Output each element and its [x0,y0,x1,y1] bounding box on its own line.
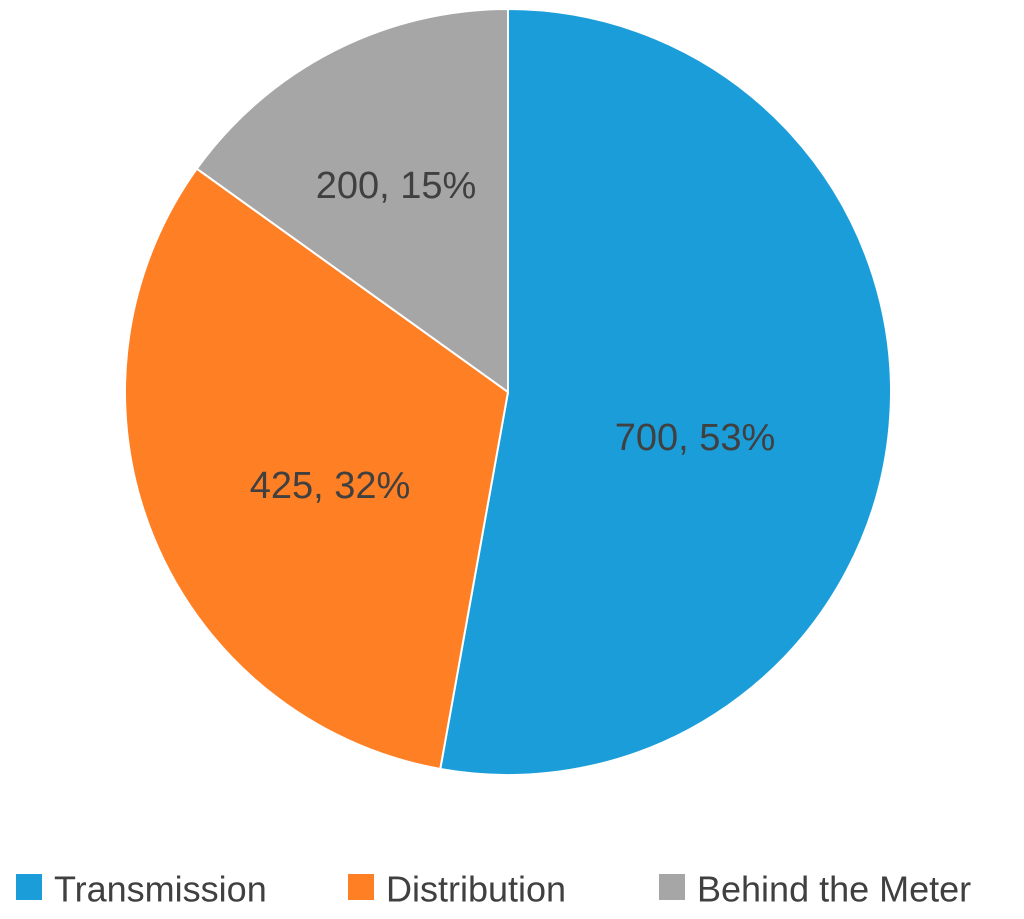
pie-slice-distribution [124,167,510,771]
legend-swatch [16,874,42,900]
legend-label: Transmission [54,869,267,910]
legend-item-distribution: Distribution [348,869,566,910]
data-label-transmission: 700, 53% [615,417,776,459]
legend-label: Behind the Meter [697,869,971,910]
legend: Transmission Distribution Behind the Meter [16,869,971,910]
pie-slices [124,7,892,776]
data-label-behind-the-meter: 200, 15% [316,165,477,207]
legend-swatch [659,874,685,900]
pie-slice-behind-the-meter [195,7,509,394]
pie-slice-transmission [439,7,892,776]
legend-label: Distribution [386,869,566,910]
legend-item-transmission: Transmission [16,869,267,910]
data-label-distribution: 425, 32% [250,465,411,507]
legend-item-behind-the-meter: Behind the Meter [659,869,971,910]
pie-data-labels: 700, 53% 425, 32% 200, 15% [250,165,776,507]
legend-swatch [348,874,374,900]
